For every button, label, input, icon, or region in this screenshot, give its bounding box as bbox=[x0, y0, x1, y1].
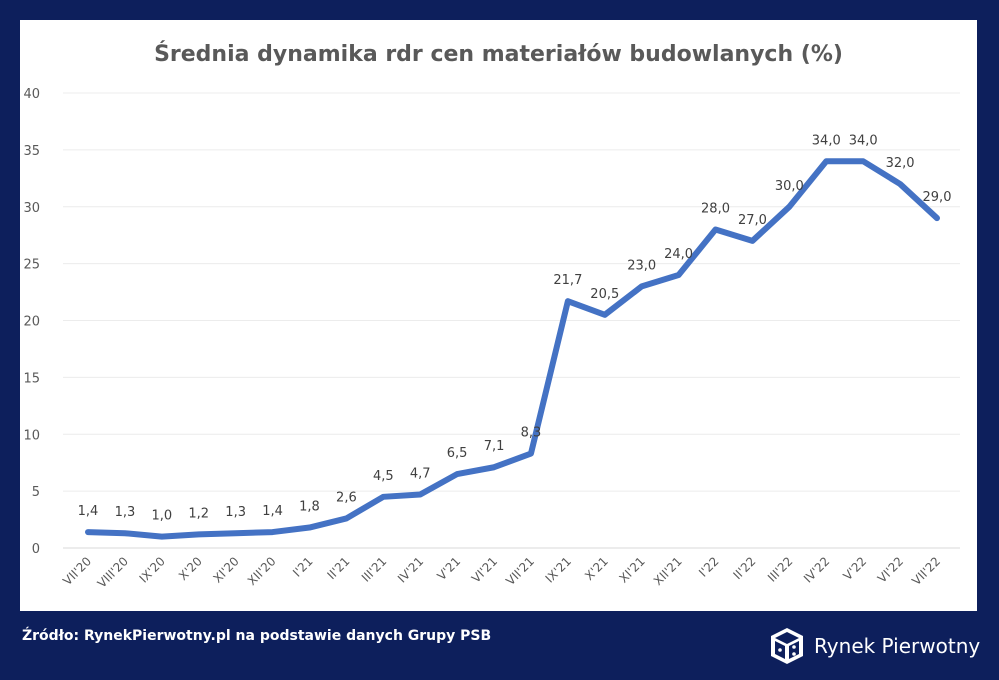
source-note: Źródło: RynekPierwotny.pl na podstawie d… bbox=[22, 628, 492, 644]
data-label: 20,5 bbox=[590, 287, 619, 302]
series-line bbox=[85, 158, 940, 540]
x-tick-label: VII'21 bbox=[503, 554, 537, 588]
x-tick-label: XII'20 bbox=[245, 554, 279, 588]
x-tick-label: II'21 bbox=[324, 554, 352, 582]
y-tick-label: 30 bbox=[23, 201, 40, 216]
cube-logo-icon bbox=[771, 628, 803, 664]
data-point bbox=[454, 471, 460, 477]
data-point bbox=[196, 531, 202, 537]
data-label: 28,0 bbox=[701, 202, 730, 217]
x-tick-label: VI'22 bbox=[875, 554, 906, 585]
y-tick-label: 35 bbox=[23, 144, 40, 159]
data-label: 27,0 bbox=[738, 213, 767, 228]
chart-title: Średnia dynamika rdr cen materiałów budo… bbox=[154, 42, 843, 67]
data-label: 29,0 bbox=[923, 190, 952, 205]
chart-panel: Średnia dynamika rdr cen materiałów budo… bbox=[20, 20, 977, 611]
x-tick-label: VIII'20 bbox=[95, 554, 131, 590]
brand-name: Rynek Pierwotny bbox=[814, 634, 981, 658]
data-label: 32,0 bbox=[886, 156, 915, 171]
y-tick-label: 10 bbox=[23, 428, 40, 443]
x-tick-label: II'22 bbox=[731, 554, 759, 582]
x-tick-label: IX'21 bbox=[543, 554, 574, 585]
data-label: 34,0 bbox=[812, 133, 841, 148]
data-label: 8,3 bbox=[521, 426, 542, 441]
data-point bbox=[270, 529, 276, 535]
x-tick-label: XI'20 bbox=[210, 554, 241, 585]
data-label: 24,0 bbox=[664, 247, 693, 262]
data-point bbox=[639, 283, 645, 289]
y-tick-label: 20 bbox=[23, 315, 40, 330]
data-point bbox=[306, 525, 312, 531]
x-tick-label: I'22 bbox=[696, 554, 722, 580]
data-point bbox=[565, 298, 571, 304]
data-point bbox=[343, 515, 349, 521]
data-point bbox=[159, 534, 165, 540]
x-tick-label: XI'21 bbox=[616, 554, 647, 585]
y-tick-label: 0 bbox=[32, 542, 40, 557]
data-label: 30,0 bbox=[775, 179, 804, 194]
x-tick-label: III'22 bbox=[765, 554, 796, 585]
brand-logo: Rynek Pierwotny bbox=[768, 626, 980, 666]
data-label: 1,3 bbox=[115, 505, 136, 520]
x-tick-label: X'20 bbox=[176, 554, 205, 583]
x-tick-label: IX'20 bbox=[137, 554, 168, 585]
y-tick-label: 40 bbox=[23, 87, 40, 102]
data-point bbox=[233, 530, 239, 536]
data-point bbox=[934, 215, 940, 221]
data-label: 1,8 bbox=[299, 500, 320, 515]
x-tick-label: IV'21 bbox=[395, 554, 426, 585]
x-tick-label: I'21 bbox=[290, 554, 316, 580]
data-point bbox=[602, 312, 608, 318]
data-label: 21,7 bbox=[553, 273, 582, 288]
y-tick-label: 5 bbox=[32, 485, 40, 500]
data-point bbox=[85, 529, 91, 535]
x-tick-label: VII'20 bbox=[60, 554, 94, 588]
x-tick-label: IV'22 bbox=[801, 554, 832, 585]
data-label: 1,3 bbox=[225, 505, 246, 520]
data-point bbox=[823, 158, 829, 164]
y-tick-label: 25 bbox=[23, 258, 40, 273]
data-label: 4,5 bbox=[373, 469, 394, 484]
x-tick-label: X'21 bbox=[582, 554, 611, 583]
x-tick-label: V'21 bbox=[434, 554, 463, 583]
data-point bbox=[713, 227, 719, 232]
data-point bbox=[380, 494, 386, 500]
data-label: 1,2 bbox=[188, 506, 209, 521]
x-tick-label: XII'21 bbox=[651, 554, 685, 588]
data-point bbox=[749, 238, 755, 244]
x-tick-label: VII'22 bbox=[909, 554, 943, 588]
data-point bbox=[786, 204, 792, 210]
data-label: 2,6 bbox=[336, 490, 357, 505]
data-point bbox=[676, 272, 682, 278]
y-tick-label: 15 bbox=[23, 371, 40, 386]
data-point bbox=[491, 464, 497, 470]
data-point bbox=[528, 451, 534, 457]
data-label: 7,1 bbox=[484, 439, 505, 454]
data-label: 34,0 bbox=[849, 133, 878, 148]
data-label: 1,4 bbox=[262, 504, 283, 519]
data-point bbox=[897, 181, 903, 187]
x-tick-label: V'22 bbox=[840, 554, 869, 583]
data-label: 4,7 bbox=[410, 467, 431, 482]
x-tick-label: III'21 bbox=[359, 554, 390, 585]
data-point bbox=[860, 158, 866, 164]
data-label: 6,5 bbox=[447, 446, 468, 461]
data-label: 1,4 bbox=[78, 504, 99, 519]
data-point bbox=[417, 492, 423, 498]
x-tick-label: VI'21 bbox=[469, 554, 500, 585]
data-point bbox=[122, 530, 128, 536]
data-label: 1,0 bbox=[151, 509, 172, 524]
data-label: 23,0 bbox=[627, 258, 656, 273]
